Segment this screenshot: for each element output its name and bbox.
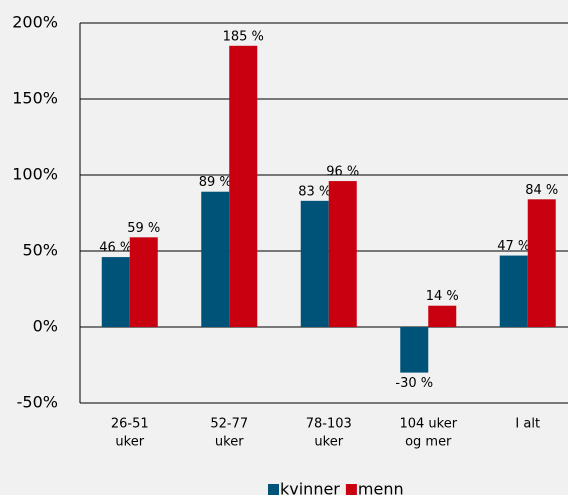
bar [129, 237, 158, 327]
x-tick-label: 78-103 [306, 417, 352, 432]
data-label: 84 % [525, 183, 558, 198]
bar [328, 181, 357, 327]
bar [101, 257, 130, 327]
data-label: 83 % [298, 184, 331, 199]
y-tick-label: 100% [12, 165, 58, 184]
y-tick-label: 200% [12, 13, 58, 32]
data-label: 185 % [223, 29, 264, 44]
y-tick-label: 150% [12, 89, 58, 108]
x-tick-label: 52-77 [210, 417, 248, 432]
y-tick-label: 0% [33, 317, 58, 336]
data-label: 59 % [127, 221, 160, 236]
y-tick-label: 50% [22, 241, 58, 260]
bar [428, 305, 457, 327]
bar [229, 45, 258, 328]
legend-swatch [345, 484, 357, 495]
x-tick-label: og mer [405, 435, 452, 450]
data-label: 89 % [199, 175, 232, 190]
legend-label: kvinner [280, 480, 340, 495]
x-tick-label: uker [115, 435, 144, 450]
data-label: -30 % [395, 376, 433, 391]
bar [300, 200, 329, 327]
x-tick-label: uker [314, 435, 343, 450]
data-label: 46 % [99, 241, 132, 256]
bar [400, 327, 429, 373]
y-tick-label: -50% [17, 393, 58, 412]
x-tick-label: I alt [515, 417, 540, 432]
legend-swatch [268, 484, 279, 495]
bar [527, 199, 556, 327]
data-label: 14 % [426, 289, 459, 304]
x-tick-label: 26-51 [111, 417, 149, 432]
data-label: 47 % [497, 239, 530, 254]
x-tick-label: uker [215, 435, 244, 450]
data-label: 96 % [326, 165, 359, 180]
x-tick-label: 104 uker [399, 417, 457, 432]
bar [499, 255, 528, 327]
legend-label: menn [358, 480, 404, 495]
bar [201, 191, 230, 327]
